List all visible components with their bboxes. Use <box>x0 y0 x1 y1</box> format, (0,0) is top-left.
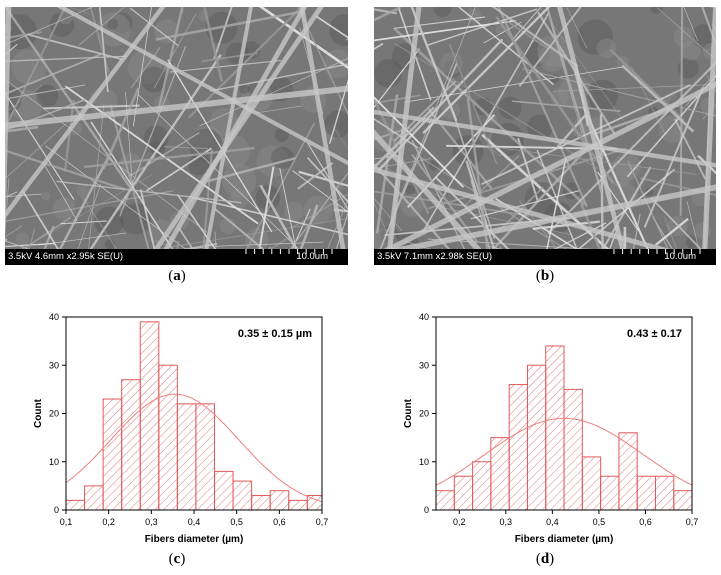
y-axis-label: Count <box>33 398 44 428</box>
x-tick-label: 0,4 <box>546 517 559 527</box>
sem-texture-a <box>5 7 348 249</box>
y-tick-label: 40 <box>419 312 429 322</box>
y-axis-label: Count <box>403 398 414 428</box>
x-tick-label: 0,5 <box>593 517 606 527</box>
gaussian-fit-line <box>65 393 323 503</box>
histogram-bar <box>526 364 547 511</box>
gaussian-fit-line <box>435 417 693 486</box>
x-tick-label: 0,2 <box>453 517 466 527</box>
histogram-chart-c: 0,1 0,2 0,3 0,4 0,5 0,6 0,7 0 10 20 30 40 Fibers dia… <box>33 312 329 545</box>
histogram-bar <box>563 388 583 511</box>
x-tick-label: 0,6 <box>639 517 652 527</box>
histogram-bar <box>213 470 234 511</box>
mean-sd-annotation: 0.35 ± 0.15 µm <box>238 328 312 340</box>
sem-scale-label-a: 10.0um <box>296 251 328 262</box>
histogram-bar <box>508 384 528 511</box>
histogram-bar <box>232 480 253 511</box>
sem-image-a: 3.5kV 4.6mm x2.95k SE(U) 10.0um <box>5 7 348 265</box>
sem-params-b: 3.5kV 7.1mm x2.98k SE(U) <box>377 251 493 262</box>
y-tick-label: 10 <box>49 457 59 467</box>
x-tick-label: 0,3 <box>145 517 158 527</box>
histogram-bar <box>176 403 197 511</box>
histogram-bar <box>65 499 86 511</box>
x-tick-label: 0,1 <box>60 517 73 527</box>
histogram-bar <box>121 379 141 511</box>
x-tick-label: 0,7 <box>686 517 699 527</box>
y-tick-label: 0 <box>424 505 429 515</box>
panel-label-d: (d) <box>535 551 555 567</box>
histogram-bar <box>139 321 160 511</box>
histogram-bar <box>581 456 602 511</box>
histogram-bar <box>453 475 474 511</box>
sem-image-b: 3.5kV 7.1mm x2.98k SE(U) 10.0um <box>374 7 716 265</box>
y-tick-label: 20 <box>49 409 59 419</box>
histogram-bar <box>195 403 215 511</box>
histogram-bar <box>158 364 178 511</box>
x-axis-label: Fibers diameter (µm) <box>515 534 614 545</box>
x-tick-label: 0,2 <box>102 517 115 527</box>
panel-label-c: (c) <box>168 551 186 567</box>
histogram-bar <box>435 490 455 511</box>
histogram-bar <box>251 495 271 511</box>
y-tick-label: 40 <box>49 312 59 322</box>
panel-label-a: (a) <box>168 268 186 284</box>
x-tick-label: 0,5 <box>230 517 243 527</box>
histogram-bar <box>655 475 675 511</box>
mean-sd-annotation: 0.43 ± 0.17 <box>627 328 682 340</box>
histogram-bar <box>545 345 565 511</box>
y-tick-label: 20 <box>419 409 429 419</box>
sem-scale-label-b: 10.0um <box>664 251 696 262</box>
panel-label-b: (b) <box>535 268 555 284</box>
y-tick-label: 30 <box>419 360 429 370</box>
histogram-bar <box>269 490 290 511</box>
y-tick-label: 0 <box>54 505 59 515</box>
histogram-bar <box>600 475 620 511</box>
x-tick-label: 0,4 <box>188 517 201 527</box>
x-tick-label: 0,3 <box>500 517 513 527</box>
histogram-bar <box>636 475 657 511</box>
histogram-bar <box>102 398 123 511</box>
histogram-bar <box>288 499 308 511</box>
x-tick-label: 0,7 <box>316 517 329 527</box>
y-tick-label: 10 <box>419 457 429 467</box>
histogram-bar <box>472 461 492 511</box>
x-tick-label: 0,6 <box>273 517 286 527</box>
histogram-bar <box>84 485 104 511</box>
histogram-bar <box>673 490 693 511</box>
sem-params-a: 3.5kV 4.6mm x2.95k SE(U) <box>8 251 124 262</box>
sem-texture-b <box>374 7 716 249</box>
y-tick-label: 30 <box>49 360 59 370</box>
sem-scale-ticks-b <box>613 249 701 254</box>
sem-info-bar-a: 3.5kV 4.6mm x2.95k SE(U) 10.0um <box>5 249 348 265</box>
x-axis-label: Fibers diameter (µm) <box>145 534 244 545</box>
sem-scale-ticks-a <box>245 249 333 254</box>
histogram-chart-d: 0,2 0,3 0,4 0,5 0,6 0,7 0 10 20 30 40 Fibers diamet… <box>403 312 699 545</box>
sem-info-bar-b: 3.5kV 7.1mm x2.98k SE(U) 10.0um <box>374 249 716 265</box>
